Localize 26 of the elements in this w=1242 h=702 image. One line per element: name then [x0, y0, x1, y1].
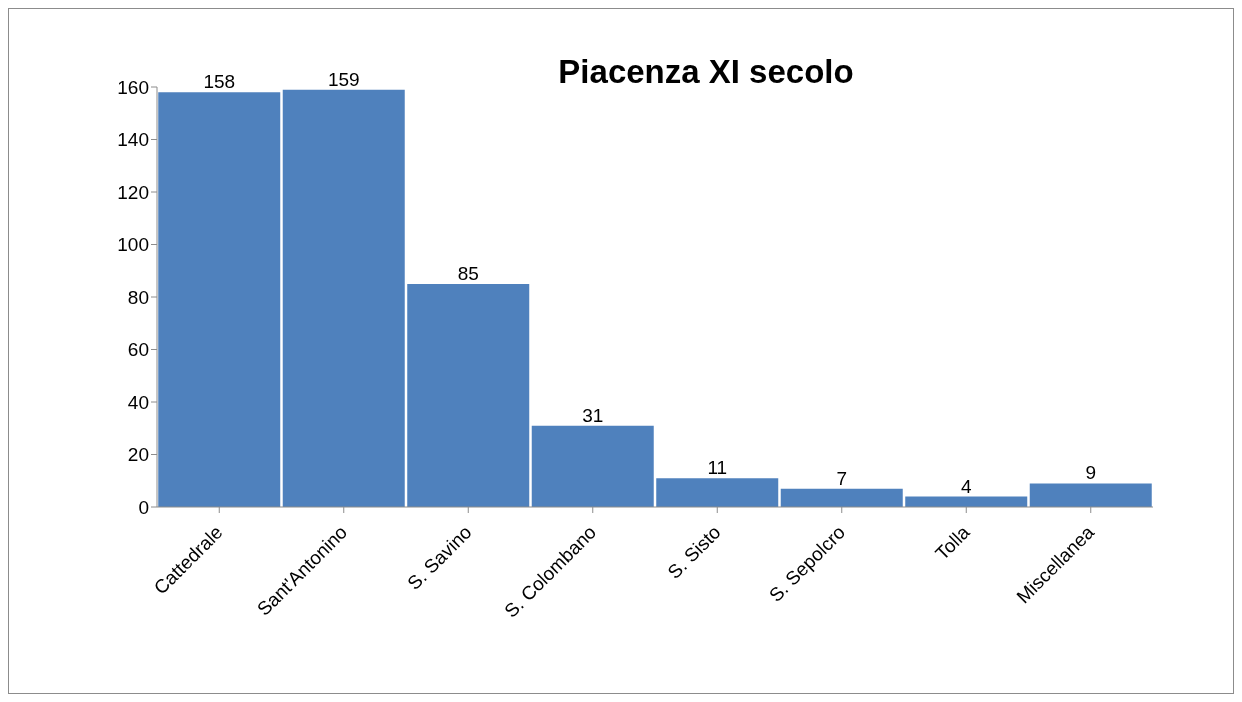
bar: [656, 478, 779, 507]
y-tick-label: 100: [117, 234, 149, 256]
data-label: 9: [1085, 462, 1097, 484]
bar: [531, 425, 654, 507]
bar: [780, 488, 903, 507]
y-tick-label: 120: [117, 181, 149, 203]
data-label: 4: [960, 475, 972, 497]
data-label: 158: [203, 71, 236, 93]
bar: [282, 89, 405, 507]
chart-title: Piacenza XI secolo: [558, 53, 854, 90]
data-label: 11: [707, 457, 728, 479]
y-tick-label: 20: [127, 444, 149, 466]
data-label: 31: [582, 404, 604, 426]
y-tick-label: 60: [127, 339, 149, 361]
bar: [1029, 483, 1152, 507]
data-label: 85: [457, 262, 479, 284]
data-label: 159: [327, 68, 360, 90]
y-tick-label: 40: [127, 391, 149, 413]
y-tick-label: 0: [138, 496, 149, 518]
y-tick-label: 80: [127, 286, 149, 308]
x-tick-label: Tolla: [931, 521, 974, 565]
data-label: 7: [836, 467, 848, 489]
bar: [407, 283, 530, 507]
bar: [158, 92, 281, 507]
y-tick-label: 160: [117, 76, 149, 98]
y-tick-label: 140: [117, 129, 149, 151]
